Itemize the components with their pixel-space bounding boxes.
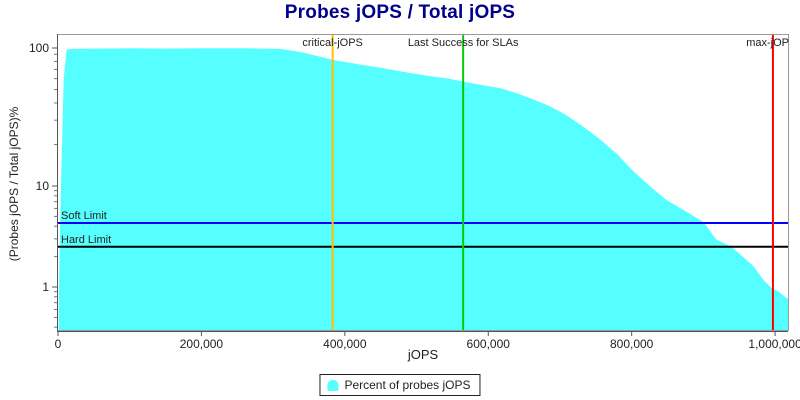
vline-label-critical-jops: critical-jOPS: [302, 37, 363, 49]
vline-label-max-jops: max-jOP: [746, 37, 789, 49]
x-tick-label: 400,000: [323, 337, 367, 351]
x-tick-label: 1,000,000: [748, 337, 800, 351]
area-series: [58, 48, 788, 332]
legend: Percent of probes jOPS: [319, 374, 481, 396]
y-tick-label: 10: [36, 179, 50, 193]
legend-series-marker-icon: [327, 379, 339, 391]
y-tick-label: 1: [42, 280, 49, 294]
y-tick-label: 100: [29, 41, 49, 55]
x-tick-label: 0: [55, 337, 62, 351]
x-tick-label: 600,000: [467, 337, 511, 351]
x-axis-label: jOPS: [407, 347, 439, 362]
x-tick-label: 800,000: [610, 337, 654, 351]
x-tick-label: 200,000: [180, 337, 224, 351]
chart-title: Probes jOPS / Total jOPS: [284, 2, 516, 23]
hline-label-soft-limit: Soft Limit: [61, 210, 107, 222]
vline-label-last-success-for-slas: Last Success for SLAs: [408, 37, 519, 49]
hline-label-hard-limit: Hard Limit: [61, 234, 111, 246]
legend-series-label: Percent of probes jOPS: [344, 378, 471, 392]
